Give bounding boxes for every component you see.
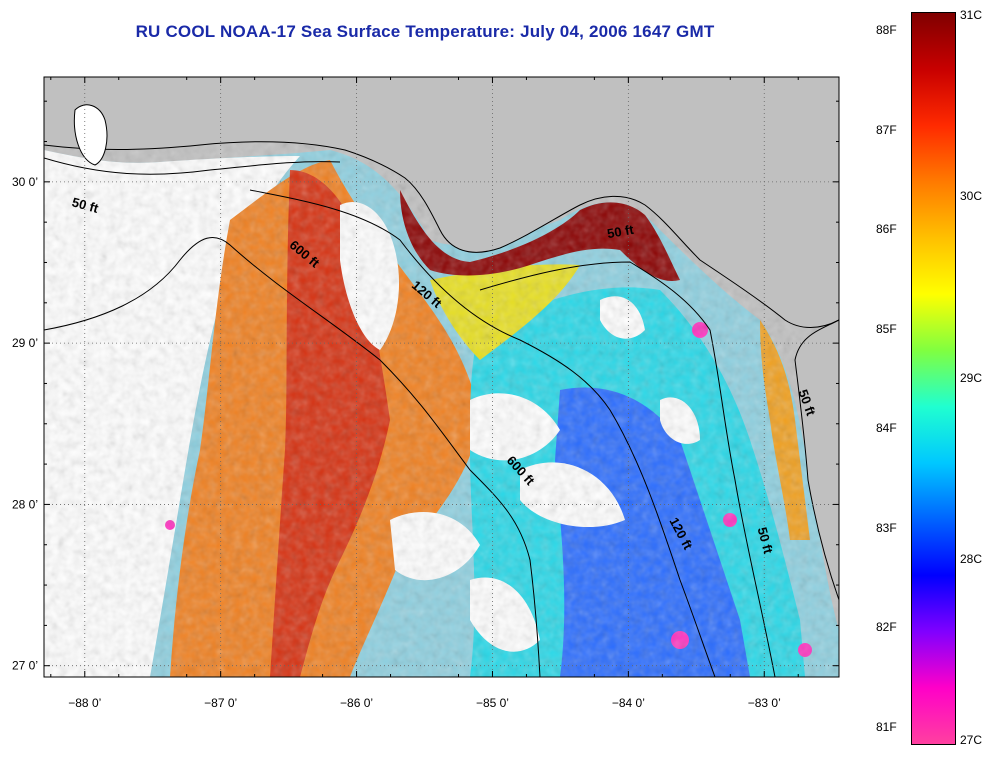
lat-tick-label: 27 0’ bbox=[12, 659, 38, 673]
celsius-label: 28C bbox=[960, 551, 983, 566]
land-north bbox=[44, 77, 839, 328]
contour-600ft bbox=[44, 237, 541, 677]
celsius-label: 29C bbox=[960, 370, 983, 385]
lat-tick-label: 28 0’ bbox=[12, 497, 38, 511]
lon-tick-label: −86 0’ bbox=[340, 696, 373, 710]
depth-contour-label: 50 ft bbox=[606, 222, 636, 242]
depth-contour-label: 50 ft bbox=[70, 194, 100, 216]
bay-northwest bbox=[73, 104, 108, 166]
fahrenheit-label: 86F bbox=[876, 222, 897, 237]
plot-frame bbox=[43, 76, 840, 678]
fahrenheit-label: 88F bbox=[876, 23, 897, 37]
contour-120ft bbox=[249, 189, 716, 677]
land-east bbox=[794, 319, 839, 601]
lon-tick-label: −87 0’ bbox=[204, 696, 237, 710]
map-title: RU COOL NOAA-17 Sea Surface Temperature:… bbox=[135, 22, 715, 41]
celsius-label: 31C bbox=[960, 8, 983, 22]
celsius-label: 30C bbox=[960, 189, 983, 204]
contour-50ft-west bbox=[44, 157, 341, 175]
fahrenheit-label: 81F bbox=[876, 720, 897, 734]
celsius-label: 27C bbox=[960, 733, 983, 747]
fahrenheit-label: 83F bbox=[876, 520, 897, 535]
fahrenheit-label: 87F bbox=[876, 122, 897, 137]
lon-tick-label: −88 0’ bbox=[68, 696, 101, 710]
ocean-layer bbox=[44, 77, 839, 677]
lon-tick-label: −85 0’ bbox=[476, 696, 509, 710]
depth-contour-label: 50 ft bbox=[755, 526, 777, 556]
fahrenheit-label: 82F bbox=[876, 620, 897, 635]
lat-tick-label: 29 0’ bbox=[12, 336, 38, 350]
contour-50ft-east bbox=[479, 261, 776, 677]
lon-tick-label: −83 0’ bbox=[748, 696, 781, 710]
lon-tick-label: −84 0’ bbox=[612, 696, 645, 710]
temperature-colorbar bbox=[911, 12, 956, 745]
lat-tick-label: 30 0’ bbox=[12, 175, 38, 189]
fahrenheit-label: 84F bbox=[876, 421, 897, 436]
fahrenheit-label: 85F bbox=[876, 321, 897, 336]
grid-lines bbox=[44, 77, 839, 677]
axis-ticks: −88 0’ −87 0’ −86 0’ −85 0’ −84 0’ −83 0’ 30 0… bbox=[12, 77, 839, 710]
